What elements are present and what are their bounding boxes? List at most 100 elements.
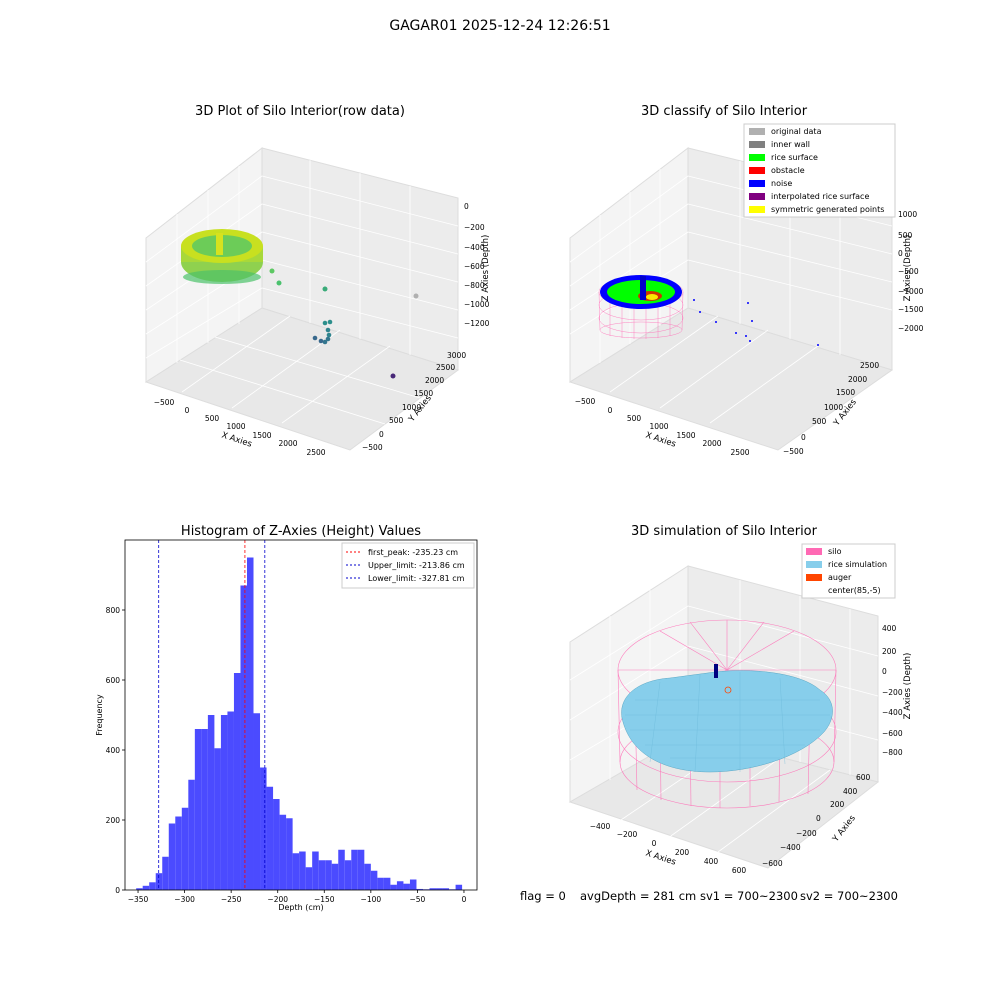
y-tick: −200	[796, 829, 817, 838]
legend-swatch	[749, 180, 765, 187]
histogram-bar	[142, 885, 150, 890]
plot-frame	[124, 539, 478, 891]
z-tick: −1200	[464, 319, 490, 328]
z-tick: 0	[464, 202, 469, 211]
x-tick-label: −50	[409, 895, 425, 904]
y-tick: 2500	[860, 361, 879, 370]
x-tick: 0	[652, 839, 657, 848]
y-tick: 600	[856, 773, 871, 782]
legend-label: auger	[828, 573, 852, 582]
x-tick: −500	[575, 397, 596, 406]
histogram-bar	[279, 814, 287, 890]
legend-label: original data	[771, 127, 822, 136]
x-tick-label: −200	[267, 895, 288, 904]
rice-mesh	[625, 672, 830, 773]
y-tick-label: 400	[106, 746, 121, 755]
x-tick: −500	[154, 398, 175, 407]
avg-depth-text: avgDepth = 281 cm	[580, 889, 697, 903]
y-tick-label: 200	[106, 816, 121, 825]
figure-title: GAGAR01 2025-12-24 12:26:51	[389, 18, 611, 34]
histogram-bar	[396, 881, 404, 890]
histogram-bar	[227, 711, 234, 890]
classify-legend: original data inner wall rice surface ob…	[743, 123, 896, 218]
histogram-bar	[442, 888, 450, 890]
histogram-bar	[162, 856, 169, 890]
auger-marker	[714, 664, 718, 678]
y-axis-label: Frequency	[95, 694, 104, 736]
histogram-bar	[305, 867, 313, 890]
z-tick: −800	[464, 281, 485, 290]
y-tick: 500	[389, 416, 404, 425]
histogram-bar	[181, 807, 189, 890]
histogram-bar	[338, 849, 345, 890]
x-axis-label: X Axies	[644, 848, 677, 867]
histogram-chart: −350 −300 −250 −200 −150 −100 −50 0 0 200 400 600 8…	[95, 539, 478, 912]
z-tick: 400	[882, 624, 897, 633]
histogram-bar	[331, 863, 339, 890]
z-tick: 200	[882, 647, 897, 656]
histogram-bar	[233, 673, 241, 890]
legend-swatch	[749, 167, 765, 174]
x-tick: 500	[205, 414, 220, 423]
histogram-bar	[246, 557, 254, 890]
y-tick: −600	[762, 859, 783, 868]
histogram-bar	[149, 882, 156, 890]
z-axis-label: Z Axies (Depth)	[903, 653, 913, 720]
y-tick: 2000	[425, 376, 444, 385]
legend-label: silo	[828, 547, 842, 556]
histogram-bar	[260, 767, 267, 890]
histogram-bar	[377, 877, 384, 890]
z-axis-label: Z Axies (Depth)	[481, 235, 491, 302]
x-tick-label: −250	[221, 895, 242, 904]
histogram-bar	[312, 851, 319, 890]
z-tick: 1000	[898, 210, 917, 219]
z-tick: 500	[898, 231, 913, 240]
legend-swatch	[806, 587, 822, 594]
simulation-legend: silo rice simulation auger center(85,-5)	[801, 543, 896, 599]
legend-swatch	[749, 154, 765, 161]
y-tick: 200	[830, 800, 845, 809]
histogram-bar	[136, 888, 143, 890]
y-tick-label: 0	[115, 886, 120, 895]
legend-swatch	[749, 193, 765, 200]
x-tick: 2500	[730, 448, 749, 457]
y-tick: 1500	[414, 389, 433, 398]
z-tick: −800	[882, 748, 903, 757]
y-tick: 2000	[848, 375, 867, 384]
histogram-bar	[273, 799, 280, 890]
center-marker	[724, 686, 732, 694]
legend-swatch	[806, 574, 822, 581]
histogram-bar	[364, 863, 371, 890]
z-tick: −1000	[464, 300, 490, 309]
histogram-bar	[266, 786, 274, 890]
x-tick: 2000	[702, 439, 721, 448]
legend-label: rice surface	[771, 153, 818, 162]
legend-label: inner wall	[771, 140, 810, 149]
legend-label: symmetric generated points	[771, 205, 884, 214]
symmetric-points	[646, 294, 658, 300]
histogram-bar	[416, 888, 423, 890]
x-tick: 1000	[226, 422, 245, 431]
z-tick: −2000	[898, 324, 924, 333]
histogram-bar	[455, 884, 463, 890]
z-tick: 0	[882, 667, 887, 676]
histogram-title: Histogram of Z-Axies (Height) Values	[180, 524, 422, 539]
y-tick: 3000	[447, 351, 466, 360]
legend-swatch	[806, 548, 822, 555]
histogram-bar	[403, 883, 410, 890]
y-tick: −500	[362, 443, 383, 452]
x-tick: −400	[590, 822, 611, 831]
legend-box	[743, 123, 896, 218]
grid-lines	[145, 160, 459, 425]
sv1-text: sv1 = 700~2300	[700, 889, 798, 903]
classify-plot-title: 3D classify of Silo Interior	[640, 104, 808, 119]
legend-label: Lower_limit: -327.81 cm	[368, 574, 465, 583]
legend-label: center(85,-5)	[828, 586, 881, 595]
histogram-bar	[299, 851, 306, 890]
silo-wireframe	[598, 276, 684, 339]
histogram-bar	[429, 888, 437, 890]
sv2-text: sv2 = 700~2300	[800, 889, 898, 903]
histogram-bar	[194, 729, 202, 890]
z-tick: −1500	[898, 305, 924, 314]
histogram-bar	[318, 860, 326, 890]
